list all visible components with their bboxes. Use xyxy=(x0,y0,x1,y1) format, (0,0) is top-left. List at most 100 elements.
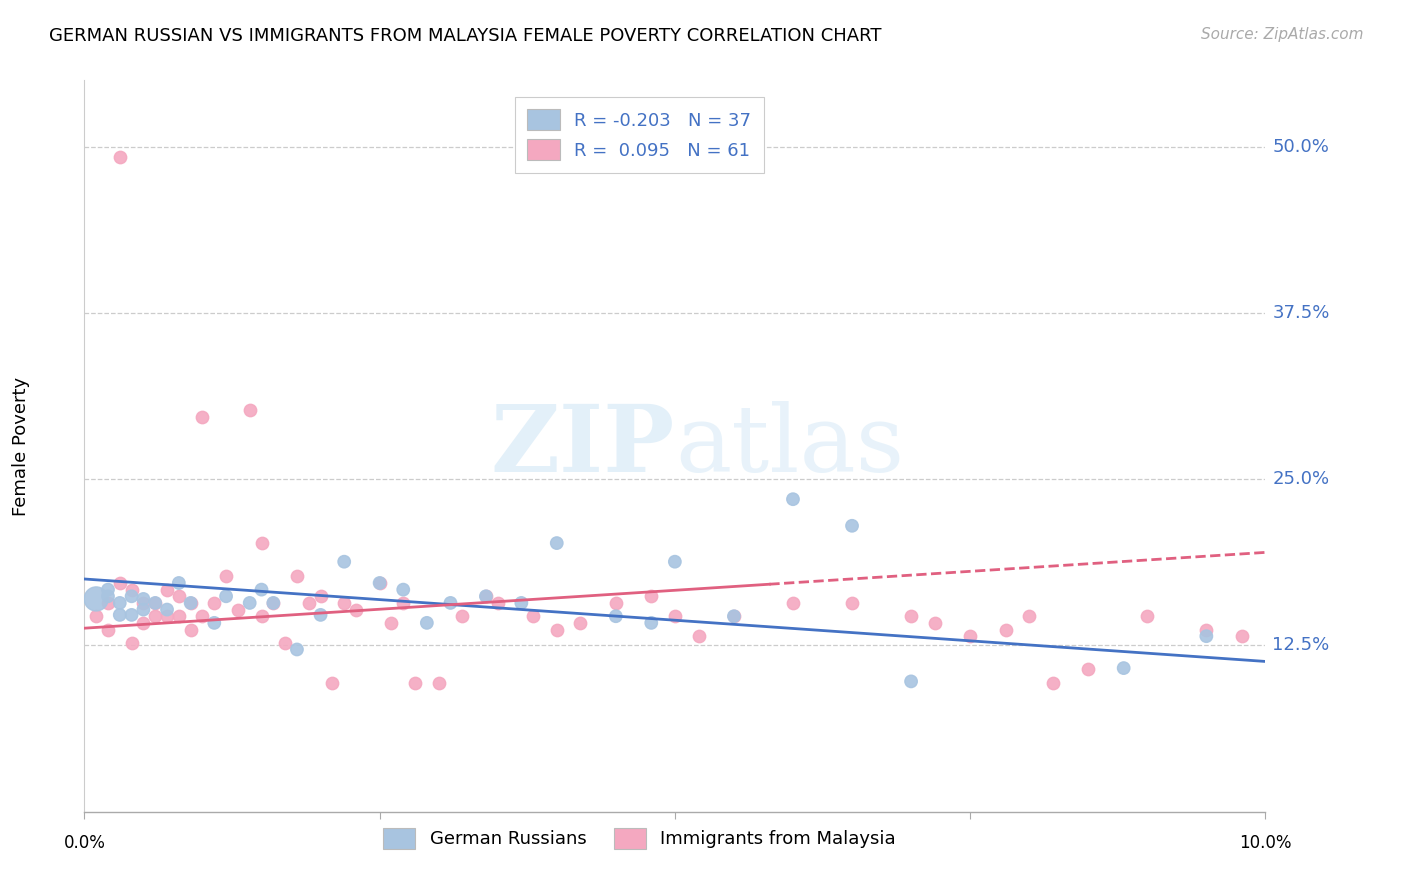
Point xyxy=(239,596,262,610)
Point xyxy=(640,615,662,630)
Point xyxy=(167,609,190,624)
Point xyxy=(262,596,284,610)
Point xyxy=(321,675,343,690)
Point xyxy=(180,596,202,610)
Point xyxy=(959,629,981,643)
Point xyxy=(368,576,391,591)
Text: GERMAN RUSSIAN VS IMMIGRANTS FROM MALAYSIA FEMALE POVERTY CORRELATION CHART: GERMAN RUSSIAN VS IMMIGRANTS FROM MALAYS… xyxy=(49,27,882,45)
Text: ZIP: ZIP xyxy=(491,401,675,491)
Point xyxy=(664,609,686,624)
Point xyxy=(132,615,155,630)
Point xyxy=(180,596,202,610)
Point xyxy=(522,609,544,624)
Point xyxy=(451,609,474,624)
Text: 0.0%: 0.0% xyxy=(63,834,105,852)
Point xyxy=(97,582,120,597)
Point xyxy=(924,615,946,630)
Point xyxy=(309,607,332,622)
Point xyxy=(202,596,225,610)
Point xyxy=(688,629,710,643)
Point xyxy=(274,636,297,650)
Point xyxy=(1018,609,1040,624)
Point xyxy=(439,596,461,610)
Point xyxy=(121,636,143,650)
Point xyxy=(285,642,308,657)
Legend: German Russians, Immigrants from Malaysia: German Russians, Immigrants from Malaysi… xyxy=(370,815,908,861)
Point xyxy=(84,609,107,624)
Point xyxy=(202,615,225,630)
Point xyxy=(156,609,179,624)
Point xyxy=(416,615,439,630)
Point xyxy=(1136,609,1159,624)
Point xyxy=(782,596,804,610)
Point xyxy=(475,589,498,603)
Point xyxy=(97,589,120,603)
Point xyxy=(664,555,686,569)
Point xyxy=(344,602,367,616)
Point xyxy=(262,596,284,610)
Point xyxy=(900,609,922,624)
Point xyxy=(143,609,166,624)
Text: 25.0%: 25.0% xyxy=(1272,470,1330,488)
Point xyxy=(285,569,308,583)
Point xyxy=(215,589,238,603)
Point xyxy=(569,615,592,630)
Point xyxy=(167,589,190,603)
Point xyxy=(143,596,166,610)
Point xyxy=(309,589,332,603)
Point xyxy=(191,609,214,624)
Point xyxy=(723,609,745,624)
Point xyxy=(368,576,391,591)
Point xyxy=(108,150,131,164)
Point xyxy=(605,609,627,624)
Point xyxy=(239,403,262,417)
Point xyxy=(250,582,273,597)
Point xyxy=(97,623,120,637)
Point xyxy=(333,555,356,569)
Point xyxy=(1077,662,1099,676)
Point xyxy=(132,596,155,610)
Point xyxy=(108,576,131,591)
Point xyxy=(475,589,498,603)
Point xyxy=(121,582,143,597)
Point xyxy=(900,674,922,689)
Point xyxy=(298,596,321,610)
Point xyxy=(1112,661,1135,675)
Point xyxy=(510,596,533,610)
Point xyxy=(486,596,509,610)
Point xyxy=(1195,629,1218,643)
Point xyxy=(191,409,214,424)
Point xyxy=(180,623,202,637)
Text: Source: ZipAtlas.com: Source: ZipAtlas.com xyxy=(1201,27,1364,42)
Point xyxy=(1195,623,1218,637)
Point xyxy=(404,675,426,690)
Point xyxy=(392,596,415,610)
Point xyxy=(215,569,238,583)
Point xyxy=(994,623,1017,637)
Point xyxy=(723,609,745,624)
Point xyxy=(84,591,107,606)
Point xyxy=(427,675,450,690)
Point xyxy=(546,536,568,550)
Point xyxy=(97,596,120,610)
Point xyxy=(1042,675,1064,690)
Text: 12.5%: 12.5% xyxy=(1272,637,1330,655)
Point xyxy=(226,602,249,616)
Point xyxy=(250,609,273,624)
Text: 37.5%: 37.5% xyxy=(1272,304,1330,322)
Point xyxy=(392,582,415,597)
Point xyxy=(121,607,143,622)
Point xyxy=(156,582,179,597)
Point xyxy=(333,596,356,610)
Text: atlas: atlas xyxy=(675,401,904,491)
Text: Female Poverty: Female Poverty xyxy=(13,376,30,516)
Point xyxy=(841,518,863,533)
Point xyxy=(167,576,190,591)
Point xyxy=(156,602,179,616)
Point xyxy=(640,589,662,603)
Point xyxy=(143,596,166,610)
Point xyxy=(605,596,627,610)
Point xyxy=(380,615,402,630)
Point xyxy=(108,607,131,622)
Point xyxy=(132,591,155,606)
